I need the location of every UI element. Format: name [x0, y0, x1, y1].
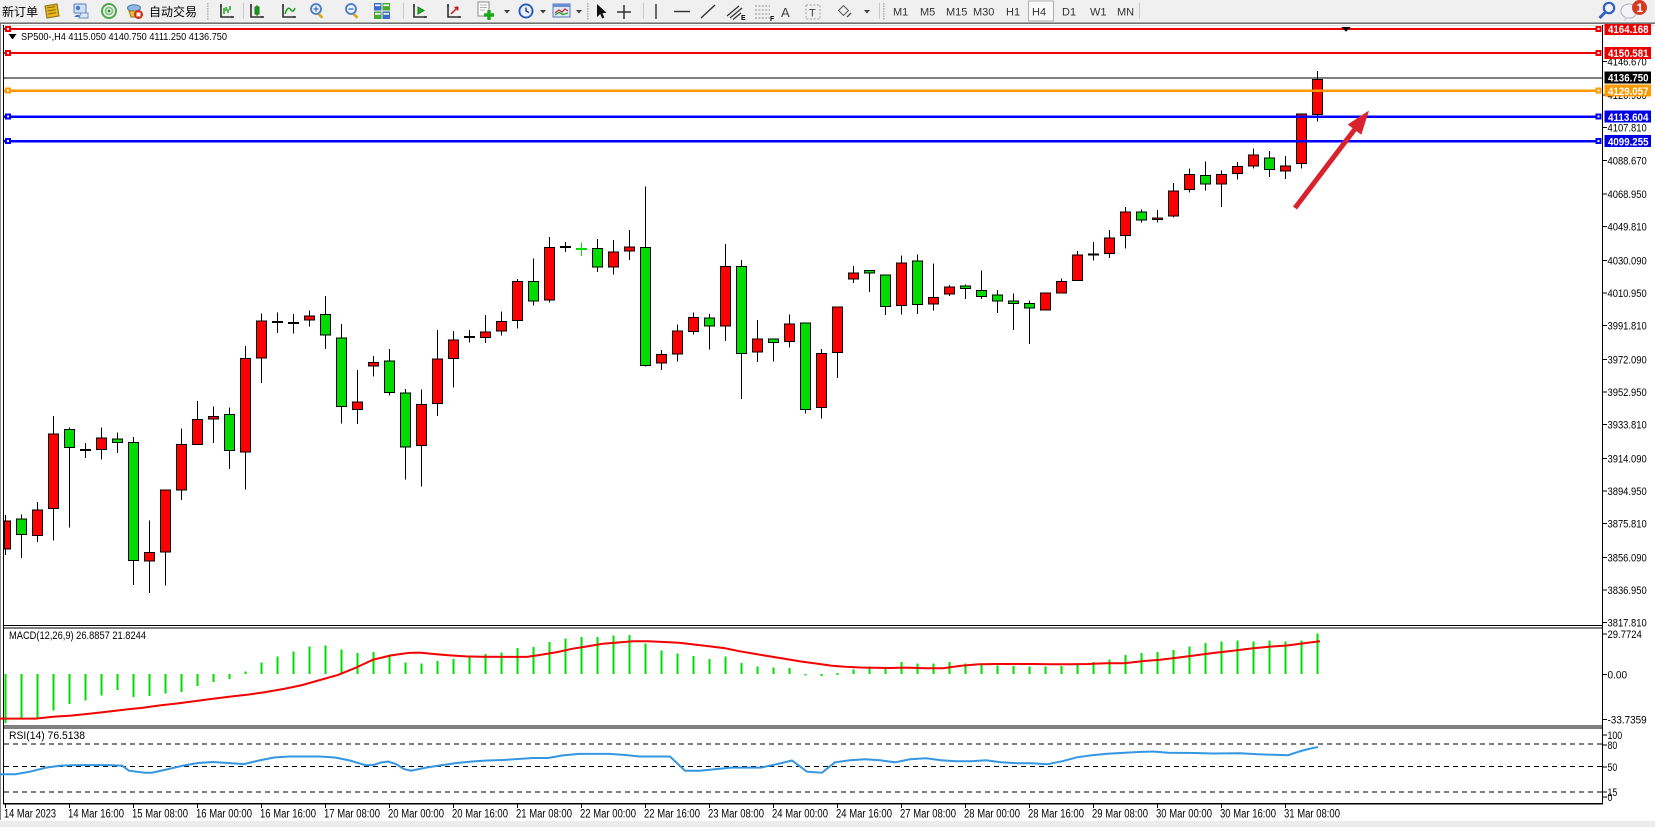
svg-text:4030.090: 4030.090	[1608, 255, 1647, 267]
svg-text:T: T	[809, 8, 816, 20]
svg-text:15 Mar 08:00: 15 Mar 08:00	[132, 809, 188, 821]
svg-text:16 Mar 16:00: 16 Mar 16:00	[260, 809, 316, 821]
svg-text:M5: M5	[920, 7, 935, 19]
svg-text:3875.810: 3875.810	[1608, 519, 1647, 531]
svg-text:28 Mar 00:00: 28 Mar 00:00	[964, 809, 1020, 821]
svg-text:自动交易: 自动交易	[149, 4, 197, 19]
svg-text:W1: W1	[1090, 7, 1107, 19]
svg-text:3991.810: 3991.810	[1608, 321, 1647, 333]
svg-text:4068.950: 4068.950	[1608, 189, 1647, 201]
svg-text:3894.950: 3894.950	[1608, 486, 1647, 498]
svg-text:14 Mar 16:00: 14 Mar 16:00	[68, 809, 124, 821]
svg-text:14 Mar 2023: 14 Mar 2023	[4, 809, 56, 821]
svg-text:1: 1	[1637, 1, 1644, 15]
svg-text:4146.670: 4146.670	[1608, 56, 1647, 68]
svg-text:30 Mar 00:00: 30 Mar 00:00	[1156, 809, 1212, 821]
svg-text:4107.810: 4107.810	[1608, 123, 1647, 135]
svg-text:4113.604: 4113.604	[1608, 112, 1649, 124]
svg-text:4136.750: 4136.750	[1608, 73, 1649, 85]
svg-text:新订单: 新订单	[2, 4, 38, 19]
svg-text:24 Mar 00:00: 24 Mar 00:00	[772, 809, 828, 821]
svg-text:-33.7359: -33.7359	[1608, 715, 1647, 727]
svg-text:50: 50	[1608, 762, 1618, 774]
svg-text:80: 80	[1608, 740, 1618, 752]
svg-text:3856.090: 3856.090	[1608, 552, 1647, 564]
svg-text:3933.810: 3933.810	[1608, 420, 1647, 432]
svg-text:4164.168: 4164.168	[1608, 24, 1649, 36]
svg-text:3972.090: 3972.090	[1608, 354, 1647, 366]
svg-text:M15: M15	[946, 7, 967, 19]
svg-text:4088.670: 4088.670	[1608, 155, 1647, 167]
svg-text:M1: M1	[893, 7, 908, 19]
svg-text:4099.255: 4099.255	[1608, 136, 1649, 148]
svg-text:E: E	[741, 15, 746, 22]
svg-text:24 Mar 16:00: 24 Mar 16:00	[836, 809, 892, 821]
svg-text:3952.950: 3952.950	[1608, 387, 1647, 399]
svg-text:27 Mar 08:00: 27 Mar 08:00	[900, 809, 956, 821]
svg-text:29.7724: 29.7724	[1608, 629, 1642, 641]
svg-text:A: A	[781, 5, 790, 20]
svg-text:100: 100	[1608, 730, 1623, 742]
svg-text:H1: H1	[1006, 7, 1020, 19]
svg-text:22 Mar 16:00: 22 Mar 16:00	[644, 809, 700, 821]
svg-text:4129.057: 4129.057	[1608, 86, 1649, 98]
svg-text:20 Mar 16:00: 20 Mar 16:00	[452, 809, 508, 821]
svg-text:0.00: 0.00	[1608, 669, 1628, 681]
svg-text:0: 0	[1608, 792, 1613, 804]
svg-text:28 Mar 16:00: 28 Mar 16:00	[1028, 809, 1084, 821]
svg-text:MACD(12,26,9) 26.8857 21.8244: MACD(12,26,9) 26.8857 21.8244	[9, 630, 146, 642]
svg-text:23 Mar 08:00: 23 Mar 08:00	[708, 809, 764, 821]
svg-text:21 Mar 08:00: 21 Mar 08:00	[516, 809, 572, 821]
svg-text:MN: MN	[1117, 7, 1134, 19]
svg-text:D1: D1	[1062, 7, 1076, 19]
svg-text:30 Mar 16:00: 30 Mar 16:00	[1220, 809, 1276, 821]
svg-text:31 Mar 08:00: 31 Mar 08:00	[1284, 809, 1340, 821]
svg-text:17 Mar 08:00: 17 Mar 08:00	[324, 809, 380, 821]
svg-text:22 Mar 00:00: 22 Mar 00:00	[580, 809, 636, 821]
svg-text:M30: M30	[973, 7, 994, 19]
svg-text:4010.950: 4010.950	[1608, 288, 1647, 300]
svg-text:F: F	[770, 16, 775, 23]
svg-text:4150.581: 4150.581	[1608, 48, 1649, 60]
svg-text:15: 15	[1608, 787, 1618, 799]
svg-text:SP500-,H4 4115.050 4140.750 4: SP500-,H4 4115.050 4140.750 4111.250 413…	[21, 31, 227, 43]
svg-text:RSI(14) 76.5138: RSI(14) 76.5138	[9, 730, 85, 742]
svg-text:16 Mar 00:00: 16 Mar 00:00	[196, 809, 252, 821]
svg-text:H4: H4	[1032, 7, 1046, 19]
svg-text:29 Mar 08:00: 29 Mar 08:00	[1092, 809, 1148, 821]
svg-text:3817.810: 3817.810	[1608, 618, 1647, 630]
svg-text:20 Mar 00:00: 20 Mar 00:00	[388, 809, 444, 821]
svg-text:3836.950: 3836.950	[1608, 585, 1647, 597]
svg-text:3914.090: 3914.090	[1608, 453, 1647, 465]
svg-text:4049.810: 4049.810	[1608, 222, 1647, 234]
